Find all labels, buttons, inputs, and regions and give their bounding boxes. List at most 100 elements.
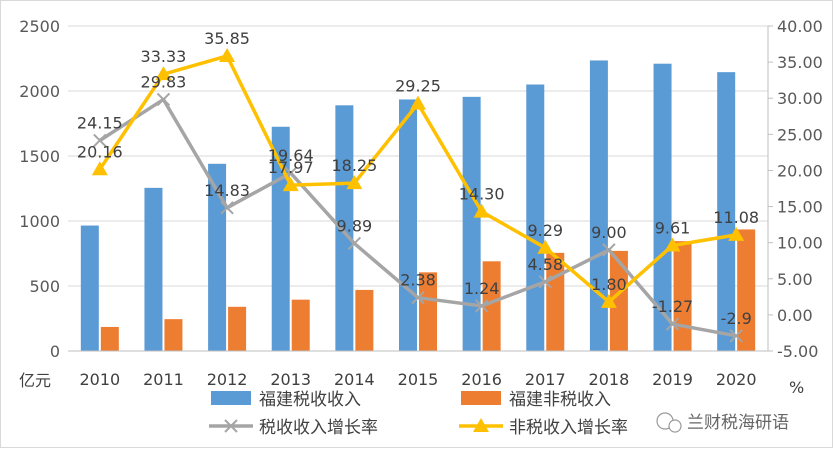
x-tick-label: 2011: [143, 370, 184, 389]
bar-tax-revenue: [208, 163, 227, 351]
x-tick-label: 2015: [398, 370, 439, 389]
marker-x-stroke: [220, 201, 234, 215]
right-tick-label: 20.00: [777, 161, 823, 180]
bar-non-tax-revenue: [291, 299, 310, 351]
right-tick-label: 30.00: [777, 89, 823, 108]
right-tick-label: 10.00: [777, 234, 823, 253]
data-label: -2.9: [721, 309, 752, 328]
marker-triangle: [664, 237, 681, 252]
bar-non-tax-revenue: [100, 326, 119, 351]
bar-tax-revenue: [653, 63, 672, 351]
data-label: 17.97: [268, 158, 314, 177]
data-label: 9.29: [527, 221, 563, 240]
marker-triangle: [155, 66, 172, 81]
left-tick-label: 1000: [19, 212, 60, 231]
left-tick-label: 0: [50, 342, 60, 361]
x-tick-label: 2012: [207, 370, 248, 389]
marker-x: [538, 275, 552, 289]
left-tick-label: 500: [29, 277, 60, 296]
bar-non-tax-revenue: [737, 229, 756, 351]
bar-tax-revenue: [335, 105, 354, 351]
marker-x: [602, 243, 616, 257]
legend-swatch: [461, 391, 501, 405]
left-axis-unit: 亿元: [19, 371, 51, 390]
marker-x-stroke: [411, 290, 425, 305]
marker-triangle: [346, 175, 363, 190]
axes: 0 500 1000 1500 2000 2500 -5.00 0.00 5.00 10.00 15…: [19, 17, 823, 397]
data-label: 14.83: [204, 181, 250, 200]
bar-tax-revenue: [399, 99, 417, 351]
marker-x: [411, 290, 425, 305]
wechat-icon-inner: [668, 419, 682, 433]
data-label: 1.80: [591, 275, 627, 294]
x-tick-label: 2013: [270, 370, 311, 389]
left-tick-label: 1500: [19, 147, 60, 166]
marker-x-stroke: [729, 329, 743, 343]
x-tick-label: 2016: [461, 370, 502, 389]
bar-non-tax-revenue: [228, 306, 247, 351]
marker-triangle: [219, 47, 236, 62]
left-tick-label: 2000: [19, 82, 60, 101]
bar-non-tax-revenue: [609, 250, 628, 351]
bar-tax-revenue: [526, 84, 545, 351]
marker-x-stroke: [665, 317, 680, 331]
data-label: 29.25: [395, 77, 441, 96]
marker-triangle: [282, 177, 299, 192]
marker-triangle: [473, 203, 490, 218]
bar-tax-revenue: [717, 72, 736, 352]
x-tick-label: 2019: [652, 370, 693, 389]
marker-x: [347, 236, 362, 251]
bar-non-tax-revenue: [355, 289, 374, 351]
marker-x-stroke: [602, 243, 616, 257]
data-label: 11.08: [713, 208, 759, 227]
data-label: -1.27: [652, 297, 693, 316]
marker-x: [220, 201, 234, 215]
data-label: 9.89: [337, 216, 373, 235]
marker-triangle: [600, 293, 617, 308]
legend-marker: [224, 419, 238, 433]
data-label: 9.61: [655, 218, 691, 237]
marker-x-stroke: [93, 133, 107, 148]
data-label: 29.83: [141, 72, 187, 91]
marker-x: [156, 92, 171, 107]
legend-label: 福建税收收入: [259, 390, 361, 410]
data-label: 18.25: [331, 156, 377, 175]
legend-label: 税收收入增长率: [259, 418, 378, 438]
data-label: 14.30: [459, 185, 505, 204]
bar-tax-revenue: [144, 187, 163, 351]
marker-triangle: [410, 95, 426, 110]
watermark: 兰财税海研语: [656, 412, 789, 433]
data-label: 1.24: [464, 279, 500, 298]
marker-x: [665, 317, 680, 331]
data-label: 19.64: [268, 146, 314, 165]
marker-x-stroke: [156, 92, 171, 107]
left-tick-label: 2500: [19, 17, 60, 36]
data-label: 35.85: [204, 29, 250, 48]
marker-triangle: [728, 226, 745, 241]
data-label: 20.16: [77, 142, 123, 161]
data-label: 4.58: [527, 255, 563, 274]
data-label: 9.00: [591, 223, 627, 242]
right-tick-label: 0.00: [777, 306, 813, 325]
marker-x-stroke: [474, 299, 489, 313]
bar-tax-revenue: [80, 225, 99, 351]
data-label: 2.38: [400, 271, 436, 290]
x-tick-label: 2014: [334, 370, 375, 389]
marker-x: [474, 299, 489, 313]
x-tick-label: 2017: [525, 370, 566, 389]
bar-tax-revenue: [462, 96, 481, 351]
data-labels: 24.15 29.83 14.83 19.64 9.89 2.38 1.24 4.58 9.00…: [77, 29, 759, 328]
data-label: 24.15: [77, 113, 123, 132]
bar-non-tax-revenue: [482, 261, 501, 351]
right-tick-label: -5.00: [777, 342, 818, 361]
legend-label: 福建非税收入: [509, 390, 611, 410]
legend-swatch: [211, 391, 251, 405]
data-label: 33.33: [141, 47, 187, 66]
bar-non-tax-revenue: [164, 319, 183, 351]
legend-label: 非税收入增长率: [509, 418, 628, 438]
right-tick-label: 35.00: [777, 53, 823, 72]
marker-x-stroke: [347, 236, 362, 251]
